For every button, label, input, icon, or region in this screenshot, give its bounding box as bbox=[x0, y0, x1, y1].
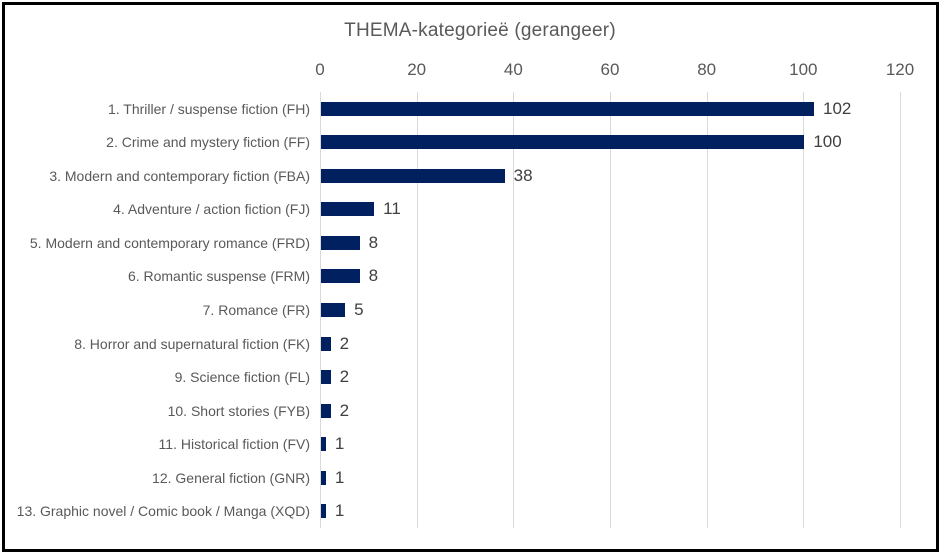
bar bbox=[321, 403, 331, 418]
gridline-120 bbox=[900, 92, 901, 528]
bar bbox=[321, 101, 814, 116]
value-label: 2 bbox=[339, 400, 350, 420]
chart-row: 6. Romantic suspense (FRM) 8 bbox=[128, 260, 900, 294]
value-label: 100 bbox=[813, 132, 842, 152]
gridline-40 bbox=[513, 92, 515, 528]
bar bbox=[321, 235, 360, 250]
chart-row: 13. Graphic novel / Comic book / Manga (… bbox=[17, 494, 900, 528]
bar bbox=[321, 202, 375, 217]
x-axis-tick-label: 0 bbox=[315, 60, 325, 79]
x-axis-tick-label: 40 bbox=[503, 60, 523, 79]
chart-row: 11. Historical fiction (FV) 1 bbox=[159, 427, 900, 461]
value-label: 38 bbox=[513, 165, 533, 185]
chart-row: 4. Adventure / action fiction (FJ) 11 bbox=[113, 193, 900, 227]
value-label: 8 bbox=[368, 266, 379, 286]
chart-row: 5. Modern and contemporary romance (FRD)… bbox=[30, 226, 900, 260]
chart-row: 2. Crime and mystery fiction (FF) 100 bbox=[106, 126, 900, 160]
chart-row: 3. Modern and contemporary fiction (FBA)… bbox=[49, 159, 900, 193]
bar bbox=[321, 437, 326, 452]
bar bbox=[321, 370, 331, 385]
gridline-80 bbox=[706, 92, 708, 528]
value-label: 8 bbox=[368, 232, 379, 252]
value-label: 1 bbox=[334, 434, 345, 454]
x-axis-tick-label: 100 bbox=[789, 60, 818, 79]
bar bbox=[321, 135, 805, 150]
x-axis-tick-label: 60 bbox=[600, 60, 620, 79]
category-label: 6. Romantic suspense (FRM) bbox=[127, 268, 310, 285]
category-label: 3. Modern and contemporary fiction (FBA) bbox=[49, 167, 310, 184]
category-label: 13. Graphic novel / Comic book / Manga (… bbox=[16, 503, 310, 520]
category-label: 7. Romance (FR) bbox=[202, 301, 310, 318]
value-label: 5 bbox=[354, 299, 364, 319]
gridline-100 bbox=[803, 92, 805, 528]
chart-title: THEMA-kategorieë (gerangeer) bbox=[344, 20, 616, 41]
gridline-0 bbox=[320, 92, 321, 528]
chart-row: 12. General fiction (GNR) 1 bbox=[152, 461, 900, 495]
chart-row: 7. Romance (FR) 5 bbox=[203, 293, 900, 327]
chart-row: 10. Short stories (FYB) 2 bbox=[168, 394, 900, 428]
category-label: 5. Modern and contemporary romance (FRD) bbox=[29, 234, 310, 251]
value-label: 11 bbox=[383, 199, 401, 219]
category-label: 12. General fiction (GNR) bbox=[152, 469, 310, 486]
bar bbox=[321, 302, 346, 317]
value-label: 1 bbox=[334, 467, 345, 487]
gridline-60 bbox=[610, 92, 611, 528]
category-label: 4. Adventure / action fiction (FJ) bbox=[113, 201, 310, 218]
category-label: 2. Crime and mystery fiction (FF) bbox=[106, 134, 310, 151]
chart-row: 8. Horror and supernatural fiction (FK) 2 bbox=[74, 327, 900, 361]
value-label: 1 bbox=[334, 501, 345, 521]
category-label: 11. Historical fiction (FV) bbox=[158, 436, 310, 453]
chart-row: 1. Thriller / suspense fiction (FH) 102 bbox=[108, 92, 900, 126]
x-axis-tick-label: 80 bbox=[697, 60, 717, 79]
bar bbox=[321, 168, 505, 183]
x-axis-tick-label: 120 bbox=[885, 60, 915, 79]
bar bbox=[321, 269, 360, 284]
category-label: 9. Science fiction (FL) bbox=[174, 369, 310, 386]
value-label: 2 bbox=[339, 333, 350, 353]
gridline-20 bbox=[416, 92, 418, 528]
bar bbox=[321, 336, 331, 351]
category-label: 10. Short stories (FYB) bbox=[167, 402, 310, 419]
chart-row: 9. Science fiction (FL) 2 bbox=[175, 360, 900, 394]
plot-area: 0 20 40 60 80 100 120 1. Thriller / suspense f… bbox=[17, 60, 914, 528]
category-label: 8. Horror and supernatural fiction (FK) bbox=[74, 335, 310, 352]
bar bbox=[321, 470, 326, 485]
bar bbox=[321, 504, 326, 519]
x-axis-tick-label: 20 bbox=[407, 60, 427, 79]
value-label: 2 bbox=[339, 367, 350, 387]
category-label: 1. Thriller / suspense fiction (FH) bbox=[107, 100, 310, 117]
value-label: 102 bbox=[823, 98, 852, 118]
